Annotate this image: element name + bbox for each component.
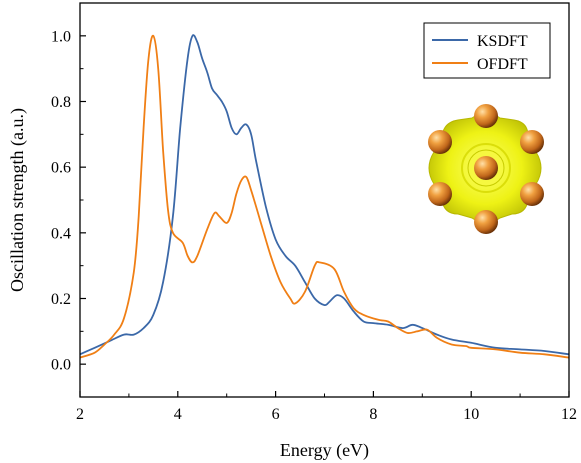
atom-sphere-center	[474, 156, 498, 180]
legend-box	[423, 22, 551, 79]
y-tick-label: 0.2	[51, 291, 71, 308]
legend-label-ofdft: OFDFT	[477, 56, 528, 73]
y-tick-label: 0.4	[51, 225, 71, 242]
series-line-ksdft	[79, 34, 570, 356]
surface-ring-outer	[461, 143, 511, 193]
atom-sphere-bottom	[474, 210, 498, 234]
atom-sphere-upper-right	[520, 130, 544, 154]
y-tick-label: 0.0	[51, 357, 71, 374]
x-tick-label: 10	[463, 406, 479, 423]
legend-label-ksdft: KSDFT	[477, 33, 528, 50]
x-tick-label: 4	[174, 406, 182, 423]
cluster-isosurface-inset	[428, 104, 544, 234]
x-tick-label: 2	[76, 406, 84, 423]
y-tick-label: 1.0	[51, 28, 71, 45]
legend: KSDFT OFDFT	[423, 22, 551, 79]
y-tick-label: 0.8	[51, 94, 71, 111]
x-tick-label: 6	[272, 406, 280, 423]
atom-sphere-lower-left	[428, 182, 452, 206]
series-line-ofdft	[79, 34, 570, 359]
atom-sphere-upper-left	[428, 130, 452, 154]
x-tick-label: 12	[561, 406, 577, 423]
atom-sphere-top	[474, 104, 498, 128]
y-axis-title: Oscillation strength (a.u.)	[7, 108, 28, 292]
atom-sphere-lower-right	[520, 182, 544, 206]
series-layer	[79, 34, 570, 359]
y-tick-label: 0.6	[51, 160, 71, 177]
x-tick-label: 8	[369, 406, 377, 423]
axes-layer: 2 4 6 8 10 12 0.0 0.2 0.4 0.6 0.8 1.0 Energy (eV) Osc…	[7, 2, 577, 461]
x-axis-title: Energy (eV)	[280, 440, 369, 461]
